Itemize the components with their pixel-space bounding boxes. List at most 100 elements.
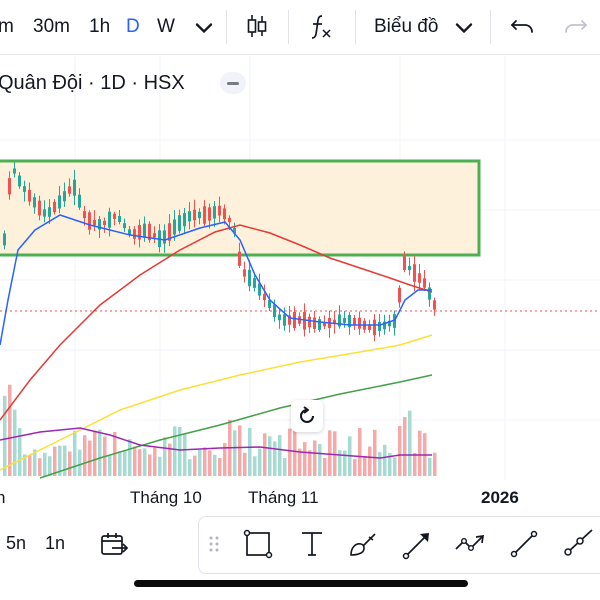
fx-icon[interactable] [306, 12, 334, 40]
arrow-icon[interactable] [400, 526, 436, 562]
x-axis-label: n [0, 488, 6, 507]
volume-bar [193, 455, 197, 476]
chart-toolbar: m 30m 1h D W Biểu đồ [0, 0, 600, 55]
volume-bar [153, 447, 157, 476]
interval-1h[interactable]: 1h [89, 16, 111, 37]
candle-body [38, 200, 41, 216]
brush-icon[interactable] [346, 526, 382, 562]
text-tool-icon[interactable] [294, 526, 330, 562]
candle-body [203, 206, 206, 224]
candle-body [368, 324, 371, 330]
drag-handle-icon[interactable] [204, 526, 224, 562]
candle-body [303, 311, 306, 330]
volume-bar [383, 444, 387, 476]
volume-bar [8, 384, 12, 476]
volume-bar [253, 456, 257, 476]
candle-body [73, 179, 76, 196]
interval-day[interactable]: D [126, 16, 140, 37]
candle-body [103, 220, 106, 226]
candle-body [13, 168, 16, 174]
volume-bar [323, 457, 327, 476]
interval-30m[interactable]: 30m [33, 16, 70, 37]
candle-body [223, 208, 226, 220]
candle-body [198, 211, 201, 219]
toolbar-divider [226, 10, 227, 44]
chevron-down-icon[interactable] [190, 14, 218, 42]
price-zone-rectangle[interactable] [0, 159, 481, 257]
reset-chart-button[interactable] [291, 400, 323, 432]
candle-body [113, 213, 116, 219]
calendar-goto-icon[interactable] [98, 529, 130, 561]
candle-body [378, 321, 381, 331]
volume-bar [98, 429, 102, 476]
candle-body [253, 278, 256, 288]
range-5-days[interactable]: 5n [6, 533, 27, 553]
candle-body [33, 197, 36, 208]
range-1-day[interactable]: 1n [45, 533, 66, 553]
candle-body [343, 317, 346, 323]
candle-body [118, 215, 121, 223]
volume-bar [278, 434, 282, 476]
ma-slow-line [0, 334, 433, 471]
candle-body [308, 316, 311, 328]
ray-icon[interactable] [558, 526, 594, 562]
volume-bar [213, 454, 217, 476]
candle-body [128, 229, 131, 236]
volume-bar [58, 445, 62, 476]
minus-icon[interactable] [220, 72, 246, 94]
volume-bar [118, 451, 122, 476]
candle-body [208, 207, 211, 221]
volume-bar [178, 426, 182, 476]
volume-bar [23, 454, 27, 476]
volume-bar [168, 443, 172, 476]
candle-body [278, 314, 281, 321]
trend-line-icon[interactable] [506, 526, 542, 562]
redo-icon[interactable] [562, 12, 590, 40]
volume-bar [208, 450, 212, 476]
toolbar-divider [355, 10, 356, 44]
path-icon[interactable] [452, 526, 488, 562]
candle-body [398, 287, 401, 303]
rectangle-icon[interactable] [240, 526, 276, 562]
candle-body [233, 227, 236, 234]
volume-bar [233, 430, 237, 476]
volume-bar [273, 441, 277, 476]
volume-bar [373, 429, 377, 476]
candle-body [218, 205, 221, 216]
volume-bar [28, 455, 32, 476]
home-indicator [134, 580, 468, 587]
undo-icon[interactable] [508, 12, 536, 40]
candle-body [3, 233, 6, 246]
x-axis-label-year: 2026 [481, 488, 519, 507]
candle-body [293, 311, 296, 329]
x-axis-label: Tháng 11 [248, 488, 319, 507]
candle-body [418, 273, 421, 283]
candle-body [178, 215, 181, 231]
reset-icon [300, 406, 314, 423]
chevron-down-icon[interactable] [450, 14, 478, 42]
volume-bar [403, 417, 407, 476]
candlestick-icon[interactable] [243, 12, 271, 40]
candle-body [318, 319, 321, 330]
interval-minutes[interactable]: m [0, 16, 14, 37]
chart-type-select[interactable]: Biểu đồ [374, 16, 439, 37]
volume-bar [63, 445, 67, 476]
volume-bar [393, 457, 397, 476]
volume-bar [173, 426, 177, 476]
candle-body [193, 209, 196, 221]
volume-bar [263, 433, 267, 476]
candle-body [108, 211, 111, 228]
volume-bar [148, 454, 152, 476]
interval-week[interactable]: W [157, 16, 175, 37]
volume-bar [418, 430, 422, 476]
volume-bar [288, 428, 292, 476]
volume-bar [78, 449, 82, 476]
volume-bar [38, 458, 42, 476]
symbol-legend-title[interactable]: Quân Đội · 1D · HSX [0, 72, 185, 94]
x-axis-label: Tháng 10 [130, 488, 202, 507]
candle-body [83, 211, 86, 219]
candle-body [263, 293, 266, 301]
volume-bar [223, 443, 227, 476]
volume-bar [218, 458, 222, 476]
candle-body [213, 206, 216, 219]
